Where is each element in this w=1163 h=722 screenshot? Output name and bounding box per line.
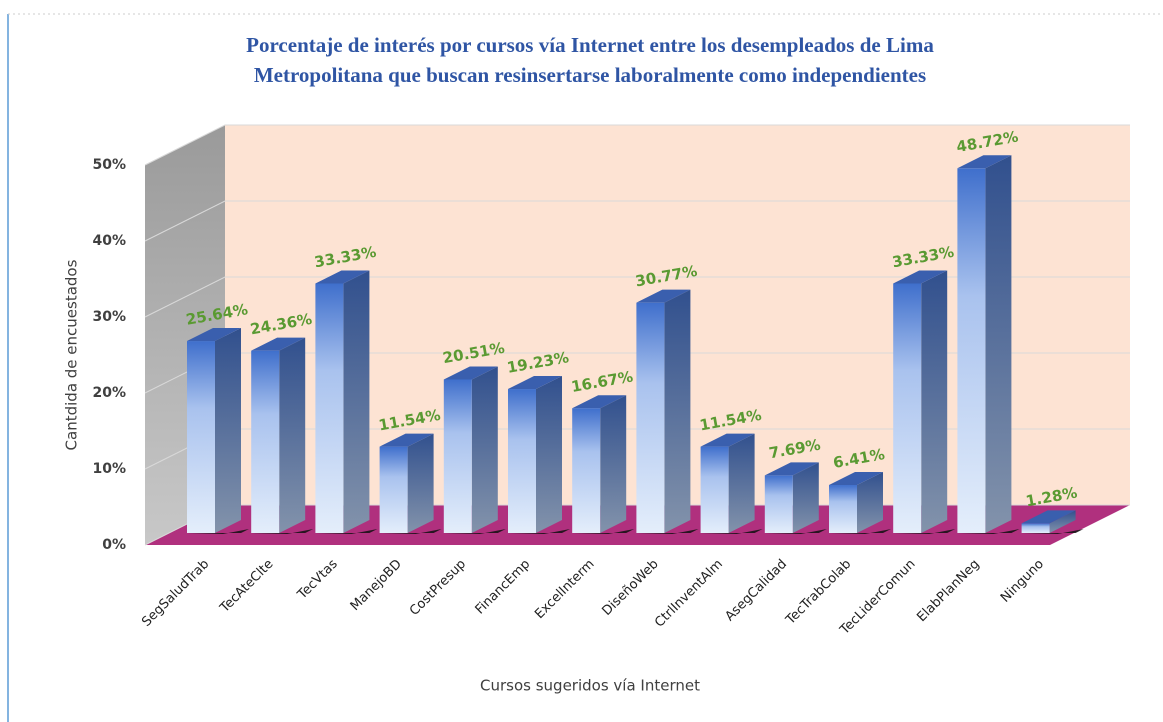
bar bbox=[1021, 523, 1050, 533]
y-tick-label: 20% bbox=[92, 385, 126, 401]
bar-side bbox=[921, 270, 948, 533]
bar bbox=[379, 446, 408, 533]
grid-line bbox=[144, 200, 1130, 242]
chart-title: Metropolitana que buscan resinsertarse l… bbox=[254, 63, 926, 87]
bar bbox=[700, 446, 729, 533]
bar-top bbox=[700, 433, 755, 447]
grid-line bbox=[144, 276, 1130, 318]
bar-top bbox=[508, 376, 562, 390]
bar-top bbox=[379, 433, 434, 447]
bar-top bbox=[1021, 510, 1076, 524]
bar bbox=[251, 350, 280, 533]
grid-line bbox=[144, 124, 1130, 166]
bar-side bbox=[407, 433, 434, 533]
bar-side bbox=[536, 376, 562, 533]
bar-side bbox=[1049, 510, 1076, 533]
bar-shadow bbox=[764, 529, 827, 534]
bar-shadow bbox=[636, 529, 699, 534]
bar bbox=[636, 302, 665, 533]
bar bbox=[957, 168, 986, 533]
bar-shadow bbox=[315, 529, 378, 534]
bar-top bbox=[893, 270, 948, 284]
bar bbox=[315, 283, 344, 533]
x-axis-label: Cursos sugeridos vía Internet bbox=[480, 677, 700, 695]
bar-side bbox=[857, 472, 883, 533]
y-axis-label: Cantdida de encuestados bbox=[63, 259, 81, 450]
bar bbox=[764, 475, 793, 533]
bar-shadow bbox=[187, 529, 249, 534]
bar bbox=[508, 389, 536, 533]
bar-top bbox=[957, 155, 1012, 169]
bar-side bbox=[279, 337, 306, 533]
bar-top bbox=[251, 337, 306, 351]
bar-shadow bbox=[893, 529, 956, 534]
bar-top bbox=[829, 472, 883, 486]
bar-side bbox=[664, 289, 691, 533]
bar-shadow bbox=[1021, 529, 1084, 534]
bar-shadow bbox=[443, 529, 506, 534]
bar-side bbox=[985, 155, 1012, 533]
bar-shadow bbox=[508, 529, 570, 534]
bar-side bbox=[343, 270, 370, 533]
bar-top bbox=[443, 366, 498, 380]
bar-shadow bbox=[379, 529, 442, 534]
bar-top bbox=[315, 270, 370, 284]
bar bbox=[572, 408, 601, 533]
bar-side bbox=[728, 433, 755, 533]
bar bbox=[187, 341, 215, 533]
bar-top bbox=[187, 328, 241, 342]
y-tick-label: 40% bbox=[92, 233, 126, 249]
bar-top bbox=[572, 395, 627, 409]
bar bbox=[829, 485, 857, 533]
y-tick-label: 0% bbox=[102, 537, 126, 553]
bar-side bbox=[792, 462, 819, 533]
chart-title: Porcentaje de interés por cursos vía Int… bbox=[246, 33, 934, 57]
y-tick-label: 10% bbox=[92, 461, 126, 477]
bar bbox=[443, 379, 472, 533]
bar-shadow bbox=[572, 529, 635, 534]
y-tick-label: 30% bbox=[92, 309, 126, 325]
y-tick-label: 50% bbox=[92, 157, 126, 173]
bar-shadow bbox=[251, 529, 314, 534]
bar-shadow bbox=[957, 529, 1020, 534]
bar-shadow bbox=[829, 529, 891, 534]
bar-side bbox=[600, 395, 627, 533]
bar-side bbox=[471, 366, 498, 533]
bar-top bbox=[636, 289, 691, 303]
bar-shadow bbox=[700, 529, 763, 534]
bar bbox=[893, 283, 922, 533]
bar-side bbox=[215, 328, 241, 533]
bar-top bbox=[764, 462, 819, 476]
